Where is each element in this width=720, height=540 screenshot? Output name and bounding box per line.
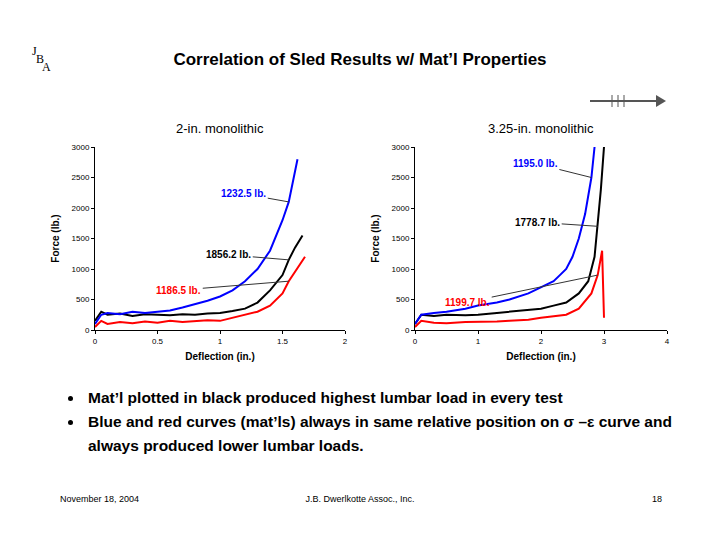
- svg-text:2: 2: [539, 337, 544, 346]
- svg-text:2-in. monolithic: 2-in. monolithic: [176, 121, 264, 136]
- svg-text:1: 1: [476, 337, 481, 346]
- svg-text:500: 500: [396, 295, 410, 304]
- svg-text:2500: 2500: [392, 173, 410, 182]
- svg-text:1.5: 1.5: [277, 337, 289, 346]
- svg-text:2000: 2000: [72, 204, 90, 213]
- html-text:Mat’l plotted in black produce: Mat’l plotted in black produced highest …: [88, 389, 563, 406]
- svg-text:0: 0: [93, 337, 98, 346]
- svg-text:4: 4: [665, 337, 670, 346]
- svg-text:1778.7 lb.: 1778.7 lb.: [515, 217, 560, 228]
- svg-text:1232.5 lb.: 1232.5 lb.: [221, 188, 266, 199]
- svg-text:3: 3: [602, 337, 607, 346]
- html-text:A: A: [42, 60, 51, 74]
- svg-text:1195.0 lb.: 1195.0 lb.: [513, 158, 558, 169]
- html-text:Correlation of Sled Results w/: Correlation of Sled Results w/ Mat’l Pro…: [173, 50, 547, 69]
- svg-text:1199.7 lb.: 1199.7 lb.: [445, 297, 490, 308]
- html-text:J.B. Dwerlkotte Assoc., Inc.: J.B. Dwerlkotte Assoc., Inc.: [305, 494, 415, 504]
- html-text:B: B: [36, 52, 44, 66]
- svg-text:1000: 1000: [72, 265, 90, 274]
- svg-text:2500: 2500: [72, 173, 90, 182]
- svg-text:3000: 3000: [72, 143, 90, 152]
- svg-text:0: 0: [413, 337, 418, 346]
- html-text:J: J: [32, 44, 37, 58]
- svg-text:Deflection (in.): Deflection (in.): [506, 351, 575, 362]
- html-text:18: 18: [652, 494, 662, 504]
- svg-text:2: 2: [343, 337, 348, 346]
- svg-text:Deflection (in.): Deflection (in.): [185, 351, 254, 362]
- svg-text:1186.5 lb.: 1186.5 lb.: [156, 285, 201, 296]
- svg-text:0: 0: [85, 326, 90, 335]
- svg-text:1856.2 lb.: 1856.2 lb.: [206, 249, 251, 260]
- svg-text:1500: 1500: [392, 234, 410, 243]
- svg-text:1500: 1500: [72, 234, 90, 243]
- svg-text:Force (lb.): Force (lb.): [50, 214, 61, 262]
- svg-text:0: 0: [405, 326, 410, 335]
- svg-text:0.5: 0.5: [152, 337, 164, 346]
- svg-text:3000: 3000: [392, 143, 410, 152]
- svg-text:500: 500: [76, 295, 90, 304]
- svg-text:1: 1: [218, 337, 223, 346]
- svg-text:2000: 2000: [392, 204, 410, 213]
- html-text:November 18, 2004: November 18, 2004: [60, 494, 140, 504]
- html-text:Blue and red curves (mat’ls) a: Blue and red curves (mat’ls) always in s…: [88, 413, 672, 454]
- svg-text:3.25-in. monolithic: 3.25-in. monolithic: [488, 121, 594, 136]
- svg-text:1000: 1000: [392, 265, 410, 274]
- svg-text:Force (lb.): Force (lb.): [370, 214, 381, 262]
